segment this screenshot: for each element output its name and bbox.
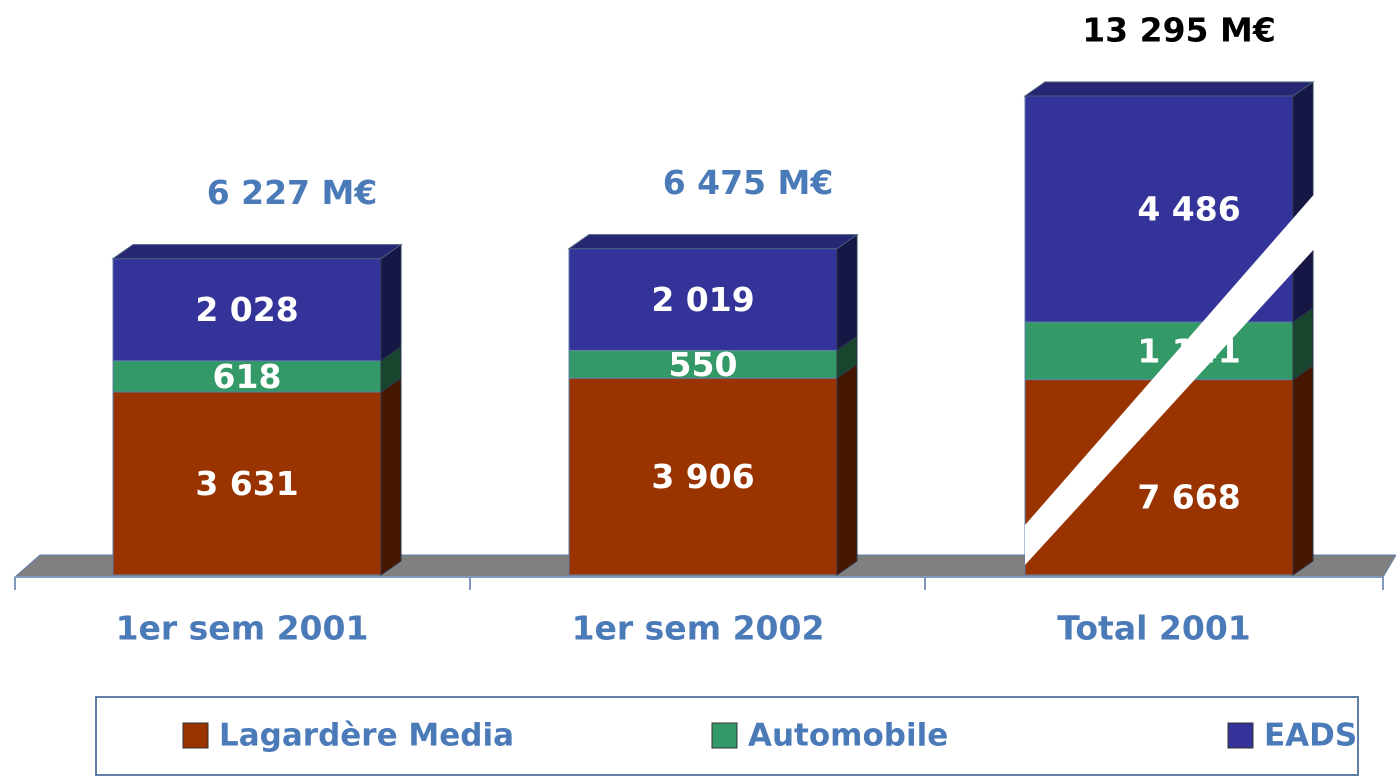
- value-label: 2 019: [651, 280, 754, 319]
- bar-segment: [1024, 321, 1294, 381]
- total-label: 13 295 M€: [1082, 11, 1276, 50]
- bar-top: [111, 244, 403, 260]
- value-label: 3 631: [195, 464, 298, 503]
- legend-label: Lagardère Media: [219, 718, 514, 754]
- bar-side: [836, 233, 858, 352]
- bar-segment: [112, 360, 382, 393]
- bar-segment: [112, 258, 382, 362]
- bar-top: [1023, 81, 1315, 97]
- value-label: 2 028: [195, 290, 298, 329]
- bar-segment: [112, 391, 382, 576]
- bar-side: [1292, 364, 1314, 576]
- bar-top: [567, 234, 859, 250]
- x-tick-label: 1er sem 2001: [116, 609, 369, 648]
- total-label: 6 227 M€: [207, 173, 378, 212]
- legend-label: EADS: [1264, 718, 1357, 754]
- value-label: 7 668: [1137, 477, 1240, 516]
- x-tick-label: Total 2001: [1057, 609, 1251, 648]
- x-tick-label: 1er sem 2002: [572, 609, 825, 648]
- value-label: 3 906: [651, 457, 754, 496]
- bar-side: [380, 377, 402, 576]
- bar-side: [380, 243, 402, 362]
- bar-segment: [568, 349, 838, 379]
- legend-swatch: [1227, 722, 1254, 749]
- value-label: 618: [213, 357, 282, 396]
- total-label: 6 475 M€: [663, 163, 834, 202]
- legend-swatch: [182, 722, 209, 749]
- axis-break: [1025, 191, 1317, 565]
- bar-segment: [568, 377, 838, 576]
- value-label: 4 486: [1137, 190, 1240, 229]
- legend-label: Automobile: [748, 718, 948, 754]
- bar-side: [836, 363, 858, 576]
- value-label: 550: [669, 345, 738, 384]
- legend-swatch: [711, 722, 738, 749]
